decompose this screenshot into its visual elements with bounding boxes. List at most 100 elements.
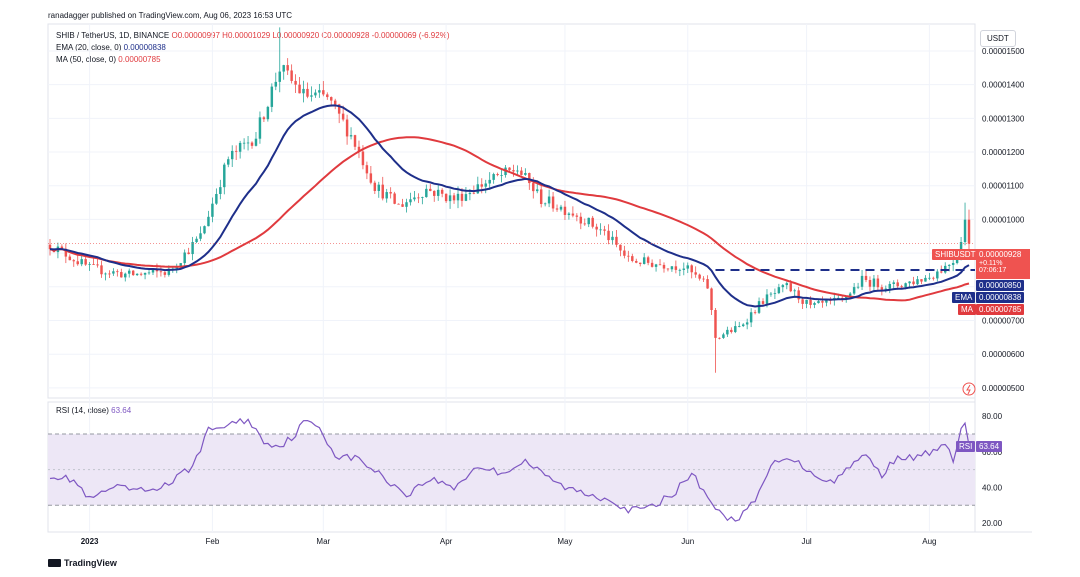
candle-body	[674, 266, 678, 270]
symbol-legend: SHIB / TetherUS, 1D, BINANCE O0.00000997…	[56, 31, 449, 40]
candle-body	[369, 173, 373, 183]
candle-body	[112, 271, 115, 274]
ema20-line	[49, 104, 970, 308]
candle-body	[793, 290, 796, 292]
price-pane-frame	[47, 23, 976, 399]
candle-body	[892, 282, 895, 284]
candle-body	[607, 230, 610, 241]
candle-body	[318, 90, 321, 93]
candle-body	[940, 271, 943, 273]
candle-body	[135, 273, 139, 276]
candle-body	[282, 65, 285, 72]
ohlc-values: O0.00000997 H0.00001029 L0.00000920 C0.0…	[171, 31, 450, 40]
candle-body	[76, 261, 79, 265]
candle-body	[520, 170, 523, 175]
candle-body	[904, 283, 907, 288]
candle-body	[801, 299, 804, 304]
rsi-price-tag-label: RSI	[956, 441, 976, 452]
candle-body	[825, 300, 828, 303]
candle-body	[868, 279, 872, 287]
candle-body	[310, 95, 313, 97]
candle-body	[694, 272, 697, 275]
candle-body	[809, 299, 812, 305]
rsi-tick-label: 80.00	[982, 412, 1003, 421]
price-tick-label: 0.00000700	[982, 317, 1025, 326]
candle-body	[539, 189, 543, 205]
candle-body	[670, 266, 674, 270]
candle-body	[139, 273, 143, 275]
candle-body	[575, 215, 579, 217]
tradingview-brand-text: TradingView	[64, 558, 117, 568]
candle-body	[591, 217, 594, 227]
candle-body	[547, 196, 551, 204]
candle-body	[452, 195, 456, 201]
candle-body	[314, 92, 317, 96]
time-tick-label: Jun	[681, 537, 694, 546]
rsi-tick-label: 20.00	[982, 519, 1003, 528]
candle-body	[682, 268, 686, 270]
candle-body	[813, 303, 816, 305]
candle-body	[207, 216, 210, 227]
tradingview-brand: TradingView	[48, 558, 117, 568]
candle-body	[108, 273, 111, 275]
candle-body	[72, 260, 75, 262]
candle-body	[397, 203, 400, 205]
candle-body	[405, 202, 408, 207]
price-tick-label: 0.00001000	[982, 215, 1025, 224]
candle-body	[583, 223, 586, 225]
candle-body	[286, 65, 289, 71]
candle-body	[116, 271, 119, 273]
candle-body	[421, 197, 424, 198]
change-pct: +0.11%	[979, 260, 1003, 267]
candle-body	[963, 219, 967, 243]
candle-body	[690, 265, 693, 273]
candle-body	[298, 84, 301, 94]
candle-body	[183, 252, 186, 264]
candle-body	[433, 190, 436, 196]
candle-body	[436, 189, 440, 196]
candle-body	[203, 226, 206, 234]
ma-price-tag: 0.00000785	[976, 304, 1025, 315]
candle-body	[567, 213, 571, 215]
publisher-line: ranadagger published on TradingView.com,…	[48, 11, 293, 20]
candle-body	[476, 184, 480, 194]
ma-legend: MA (50, close, 0) 0.00000785	[56, 55, 161, 64]
price-tick-label: 0.00001200	[982, 148, 1025, 157]
candle-body	[163, 272, 167, 275]
candle-body	[341, 113, 345, 120]
candle-body	[127, 270, 131, 274]
candle-body	[278, 71, 281, 82]
candle-body	[96, 264, 99, 266]
candle-body	[120, 272, 123, 278]
candle-body	[912, 281, 915, 285]
candle-body	[559, 206, 563, 210]
candle-body	[662, 264, 666, 269]
candle-body	[460, 193, 464, 201]
candle-body	[270, 86, 274, 107]
candle-body	[872, 278, 876, 287]
candle-body	[500, 175, 503, 176]
candle-body	[920, 279, 923, 282]
candle-body	[722, 334, 725, 338]
candle-body	[274, 81, 278, 87]
candle-body	[789, 283, 792, 292]
currency-button[interactable]: USDT	[980, 30, 1016, 47]
candle-body	[528, 173, 531, 184]
candle-body	[444, 193, 448, 202]
candle-body	[84, 259, 87, 265]
candle-body	[848, 293, 852, 297]
candle-body	[967, 219, 971, 244]
candle-body	[745, 322, 749, 325]
candle-body	[357, 146, 361, 152]
candle-body	[492, 174, 495, 180]
ema-price-tag: 0.00000838	[976, 292, 1025, 303]
candle-body	[777, 287, 781, 294]
time-tick-label: Mar	[316, 537, 330, 546]
candle-body	[627, 255, 630, 257]
level-price-tag: 0.00000850	[976, 280, 1025, 291]
lightning-icon	[962, 382, 976, 396]
candle-body	[769, 293, 773, 295]
candle-body	[234, 150, 238, 152]
candle-body	[710, 288, 713, 310]
